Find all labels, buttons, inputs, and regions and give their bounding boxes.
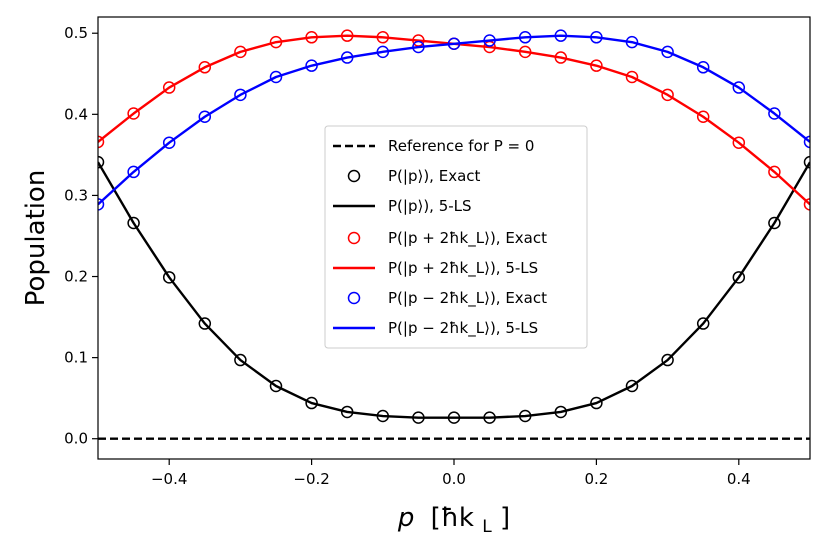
series-2-5ls-line [98, 161, 810, 419]
series-1-exact-point [305, 396, 318, 410]
x-axis-title-variable: p [397, 503, 415, 533]
x-tick-label: 0.0 [442, 470, 466, 488]
series-1-exact-point [198, 317, 212, 330]
series-1-exact-point [661, 353, 674, 367]
legend-swatch-p-exact [347, 169, 361, 183]
series-5-exact-point [98, 198, 105, 211]
series-1-exact-point [803, 155, 810, 169]
series-3-exact-point [803, 198, 810, 211]
series-1-exact-point [590, 396, 603, 410]
series-3-exact-point [162, 81, 176, 94]
series-1-exact-point [234, 353, 247, 367]
series-5-exact-point [234, 88, 247, 102]
ticks-layer: −0.4 −0.2 0.0 0.2 0.4 0.0 0.1 0.2 0.3 0.4 0.5 [64, 24, 751, 488]
series-1-exact-point [162, 271, 176, 284]
legend-swatch-p-minus-exact [347, 291, 361, 305]
series-5-exact-point [803, 135, 810, 149]
legend-label-p-plus-exact: P(|p + 2ħk_L⟩), Exact [388, 229, 547, 248]
series-layer [98, 29, 810, 440]
series-3-exact-point [98, 135, 105, 149]
x-tick-label: −0.4 [151, 470, 187, 488]
series-5-exact-point [696, 61, 710, 74]
legend-swatch-p-plus-exact [347, 231, 361, 245]
x-axis-title-unit-sub: L [482, 517, 492, 537]
series-5-exact-point [127, 165, 140, 179]
legend-label-p-minus-5ls: P(|p − 2ħk_L⟩), 5-LS [388, 319, 538, 338]
series-5-exact-point [768, 107, 781, 120]
series-3-exact-point [625, 70, 639, 84]
series-3-exact-point [732, 136, 746, 149]
series-5-exact-point [198, 110, 212, 124]
x-axis-title: p [ħk L ] [397, 503, 510, 539]
series-3-exact-point [234, 45, 247, 59]
y-tick-label: 0.5 [64, 24, 88, 42]
series-1-exact-point [98, 155, 105, 169]
series-3-exact-point [590, 59, 603, 72]
series-1-exact-point [732, 271, 746, 284]
legend: Reference for P = 0 P(|p⟩), Exact P(|p⟩)… [324, 125, 588, 349]
y-axis-title: Population [21, 170, 51, 307]
legend-label-reference: Reference for P = 0 [388, 137, 534, 155]
legend-box [324, 125, 588, 349]
series-5-exact-point [162, 136, 176, 149]
y-tick-label: 0.2 [64, 268, 88, 286]
y-tick-label: 0.1 [64, 349, 88, 367]
series-1-exact-point [127, 216, 140, 230]
x-axis-title-unit-open: [ħk [431, 503, 474, 533]
legend-label-p-minus-exact: P(|p − 2ħk_L⟩), Exact [388, 289, 547, 308]
series-1-exact-point [269, 379, 283, 393]
series-1-exact-point [768, 216, 781, 230]
y-tick-label: 0.0 [64, 430, 88, 448]
series-5-exact-point [269, 70, 283, 84]
series-3-exact-point [198, 61, 212, 74]
series-3-exact-point [696, 110, 710, 124]
series-3-exact-point [661, 88, 674, 102]
legend-label-p-exact: P(|p⟩), Exact [388, 167, 481, 185]
series-5-exact-point [661, 45, 674, 59]
legend-label-p-5ls: P(|p⟩), 5-LS [388, 197, 472, 215]
x-tick-label: 0.2 [584, 470, 608, 488]
x-axis-title-unit-close: ] [500, 503, 510, 533]
series-5-exact-point [305, 59, 318, 72]
x-tick-label: 0.4 [727, 470, 751, 488]
series-1-exact-point [696, 317, 710, 330]
series-1-exact-point [625, 379, 639, 393]
y-tick-label: 0.4 [64, 105, 88, 123]
y-tick-label: 0.3 [64, 186, 88, 204]
x-tick-label: −0.2 [293, 470, 329, 488]
series-6-5ls-line [98, 34, 810, 206]
legend-label-p-plus-5ls: P(|p + 2ħk_L⟩), 5-LS [388, 259, 538, 278]
series-3-exact-point [127, 107, 140, 120]
series-5-exact-point [732, 81, 746, 94]
series-3-exact-point [768, 165, 781, 179]
